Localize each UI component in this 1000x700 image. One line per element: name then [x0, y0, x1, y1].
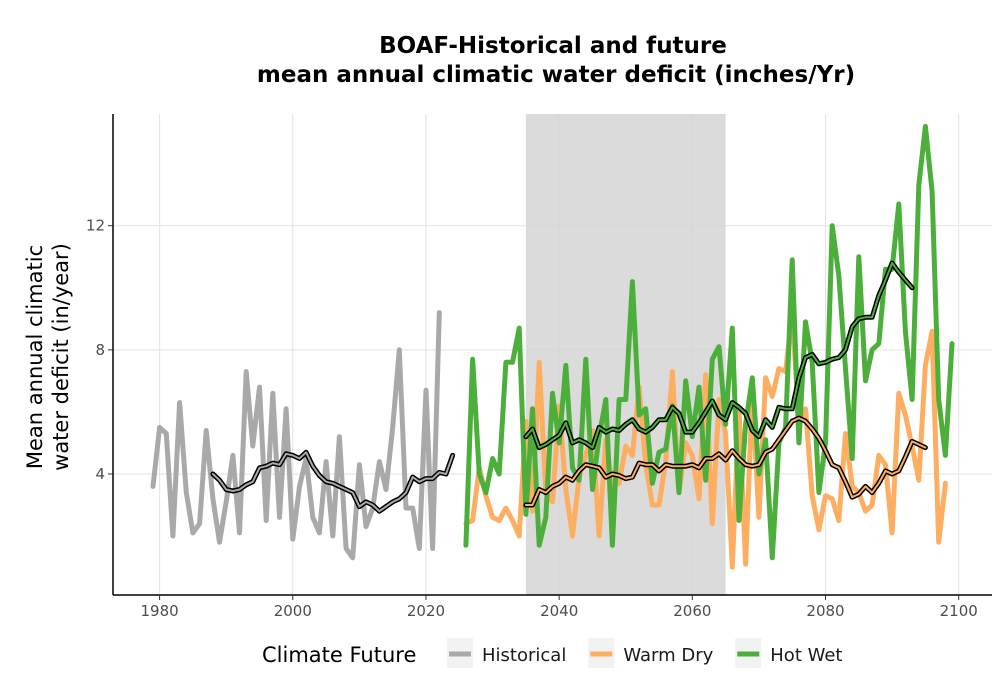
x-tick-label-1980: 1980: [141, 602, 179, 620]
smoothed-line-warm-dry: [524, 417, 927, 506]
y-axis-title-line-1: Mean annual climatic: [23, 245, 47, 469]
y-tick-label-8: 8: [95, 341, 105, 359]
series-line-hot-wet: [463, 123, 955, 561]
chart-subtitle: mean annual climatic water deficit (inch…: [257, 62, 855, 88]
y-tick-label-12: 12: [86, 217, 105, 235]
tick-labels: 1980 2000 2020 2040 2060 2080 2100 4 8 12: [86, 217, 978, 620]
shaded-period-rect: [525, 114, 726, 595]
legend-label-historical: Historical: [482, 645, 566, 666]
y-axis-title-line-2: water deficit (in/year): [49, 243, 73, 471]
smoothed-line-historical: [211, 451, 454, 513]
x-tick-label-2080: 2080: [806, 602, 844, 620]
x-tick-label-2100: 2100: [940, 602, 978, 620]
x-tick-label-2020: 2020: [407, 602, 445, 620]
series-line-historical: [150, 310, 442, 561]
legend: Climate Future Historical Warm Dry Hot Wet: [262, 638, 842, 668]
legend-label-warm-dry: Warm Dry: [623, 645, 713, 666]
smoothed-lines: [210, 260, 928, 514]
smoothed-line-hot-wet: [524, 262, 914, 449]
y-tick-label-4: 4: [95, 465, 105, 483]
y-axis-title: Mean annual climatic water deficit (in/y…: [23, 243, 73, 471]
axes: [112, 114, 992, 596]
legend-title: Climate Future: [262, 643, 416, 667]
legend-label-hot-wet: Hot Wet: [770, 645, 842, 666]
chart-title: BOAF-Historical and future: [379, 33, 727, 59]
x-tick-label-2060: 2060: [673, 602, 711, 620]
legend-items: Historical Warm Dry Hot Wet: [447, 638, 842, 668]
shaded-period-band: [525, 114, 726, 595]
x-tick-label-2000: 2000: [274, 602, 312, 620]
x-tick-label-2040: 2040: [540, 602, 578, 620]
